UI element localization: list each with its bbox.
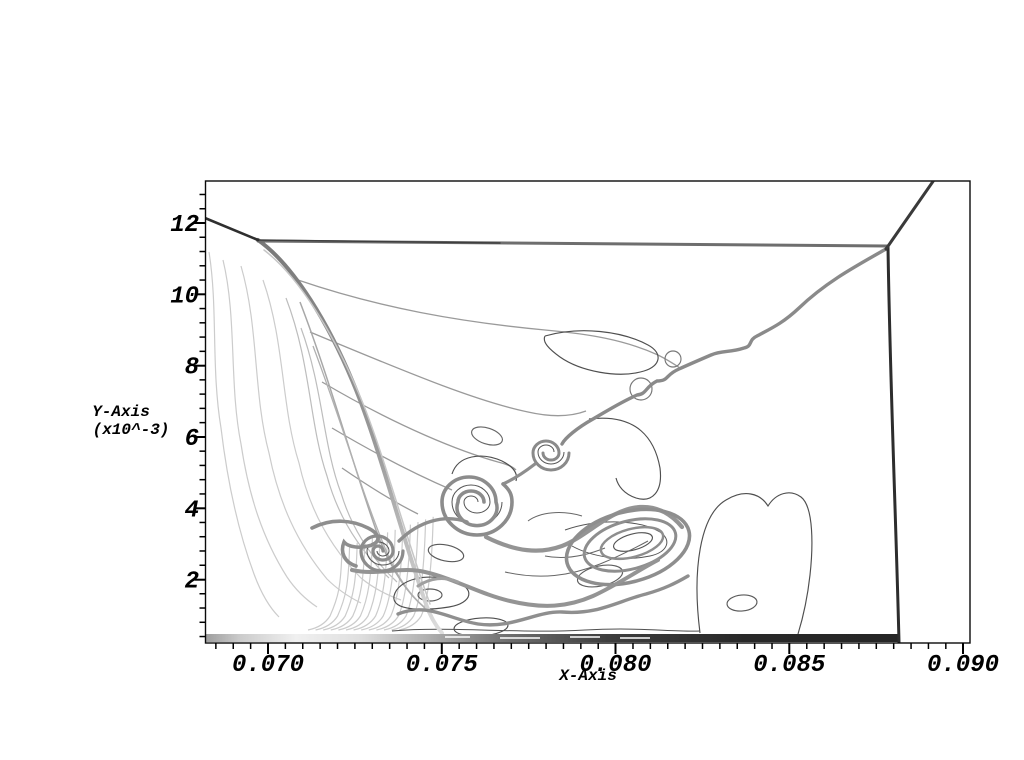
fan-line: [399, 516, 434, 631]
reflected-shock: [884, 181, 935, 251]
fan-line: [361, 529, 396, 631]
y-tick-label: 2: [185, 569, 199, 596]
plot-frame: [204, 180, 971, 644]
y-tick-label: 12: [170, 212, 199, 239]
tick-labels: 0.070 0.075 0.080 0.085 0.090 12 10 8 6 4 2: [170, 212, 999, 679]
y-tick-label: 4: [185, 497, 199, 524]
y-tick-label: 10: [170, 283, 199, 310]
y-axis-title: Y-Axis: [92, 403, 150, 421]
axis-ticks: [194, 193, 964, 654]
x-tick-label: 0.090: [927, 652, 999, 679]
fan-line: [383, 521, 419, 631]
fan-line: [315, 545, 351, 631]
y-axis-unit: (x10^-3): [93, 421, 170, 439]
mushroom-cap-outer: [564, 507, 692, 587]
vortex-kh-spiral: [531, 439, 571, 472]
x-tick-label: 0.070: [232, 652, 304, 679]
fan-line: [391, 519, 427, 631]
transverse-shock-right: [886, 245, 901, 643]
x-tick-label: 0.080: [579, 652, 651, 679]
vortex-left-spiral: [359, 534, 405, 573]
y-tick-label: 8: [185, 355, 199, 382]
slip-line: [560, 247, 888, 446]
vortex-central-spiral: [440, 475, 514, 537]
strong-shock-lines: [206, 181, 935, 643]
fan-line: [345, 534, 381, 631]
top-left-shock-segment: [206, 217, 260, 242]
light-contour-lines: [208, 251, 402, 618]
y-tick-label: 6: [185, 426, 199, 453]
strip-contour-gaps: [445, 636, 650, 639]
thick-contour-bundles: [256, 238, 889, 635]
x-tick-label: 0.085: [753, 652, 826, 679]
mushroom-mid-arm: [350, 558, 660, 608]
thin-dark-contours: [366, 330, 813, 637]
x-tick-label: 0.075: [406, 652, 479, 679]
x-axis-title: X-Axis: [558, 667, 617, 685]
bottom-wall-layer: [206, 634, 898, 642]
fan-line: [353, 532, 389, 631]
mushroom-lower-arm: [396, 574, 690, 627]
left-tongue: [310, 519, 380, 568]
fan-line: [307, 547, 343, 631]
fan-line: [330, 540, 366, 631]
